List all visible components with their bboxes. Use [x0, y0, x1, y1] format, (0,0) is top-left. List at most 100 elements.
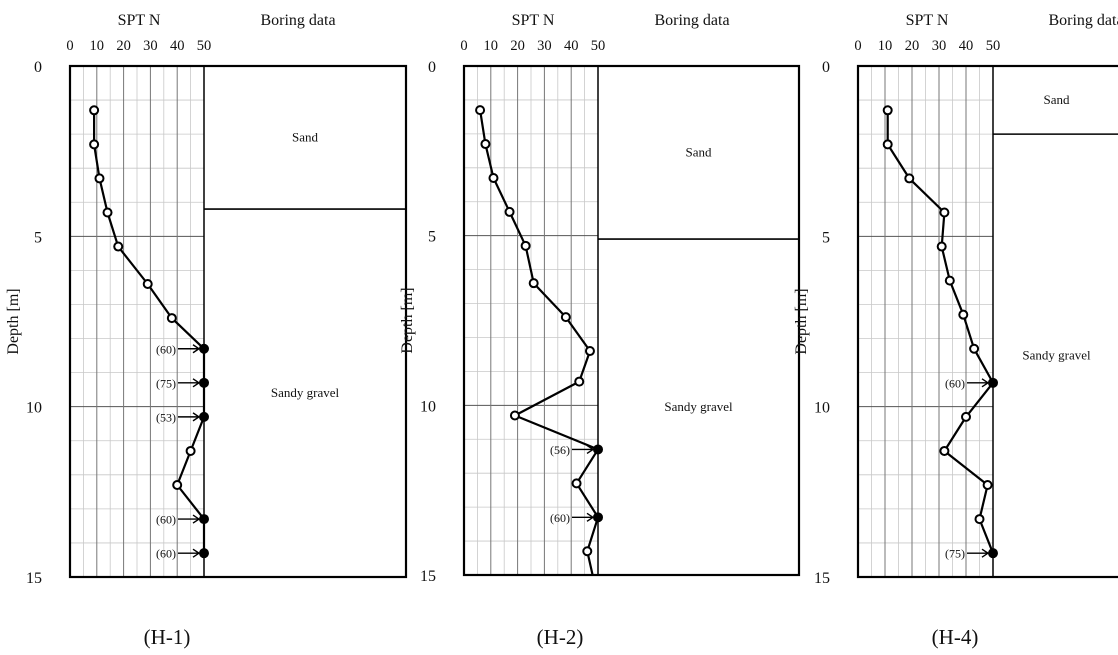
spt-point-open	[969, 343, 980, 354]
x-tick-label: 40	[564, 38, 579, 54]
y-tick-label: 10	[26, 400, 42, 417]
y-axis-title: Depth [m]	[399, 287, 416, 353]
spt-series-line	[886, 110, 995, 554]
spt-point-open	[475, 105, 486, 116]
header-boring-data: Boring data	[260, 12, 335, 29]
spt-point-open	[939, 445, 950, 456]
spt-point-open	[571, 478, 582, 489]
x-tick-label: 0	[460, 38, 467, 54]
y-tick-label: 0	[822, 59, 830, 76]
spt-point-open	[574, 376, 585, 387]
spt-point-open	[480, 139, 491, 150]
panel-frame	[856, 64, 1118, 579]
header-spt-n: SPT N	[512, 12, 555, 29]
header-boring-data: Boring data	[654, 12, 729, 29]
spt-point-filled	[988, 548, 998, 559]
refusal-label: (60)	[156, 513, 176, 527]
header-spt-n: SPT N	[118, 12, 161, 29]
spt-point-open	[113, 241, 124, 252]
header-spt-n: SPT N	[906, 12, 949, 29]
layer-label: Sand	[686, 145, 713, 160]
spt-point-open	[882, 105, 893, 116]
y-tick-label: 5	[34, 229, 42, 246]
x-tick-label: 30	[143, 38, 158, 54]
panel-frame	[462, 64, 801, 577]
spt-point-open	[185, 445, 196, 456]
spt-point-open	[102, 207, 113, 218]
spt-point-filled	[199, 411, 209, 422]
x-tick-label: 10	[878, 38, 893, 54]
spt-point-open	[982, 480, 993, 491]
spt-point-open	[582, 546, 593, 557]
x-tick-label: 30	[537, 38, 552, 54]
panel-caption: (H-1)	[144, 625, 191, 649]
y-tick-label: 15	[26, 570, 42, 587]
spt-point-open	[89, 105, 100, 116]
layer-label: Sandy gravel	[271, 385, 340, 400]
spt-panel-2: SPT N Boring data 0 10 20 30 40 50 0 5 10 15 Depth […	[399, 12, 801, 649]
spt-point-open	[904, 173, 915, 184]
refusal-label: (75)	[945, 547, 965, 561]
spt-series-line	[93, 110, 206, 554]
spt-panel-1: SPT N Boring data 0 10 20 30 40 50 0 5 10 15 Depth […	[5, 12, 408, 649]
x-tick-label: 20	[905, 38, 920, 54]
y-tick-label: 10	[814, 400, 830, 417]
refusal-label: (56)	[550, 443, 570, 457]
spt-point-open	[166, 313, 177, 324]
spt-point-open	[504, 206, 515, 217]
x-tick-label: 50	[197, 38, 212, 54]
spt-point-open	[528, 278, 539, 289]
refusal-label: (60)	[945, 376, 965, 390]
panel-caption: (H-2)	[537, 625, 584, 649]
refusal-label: (53)	[156, 410, 176, 424]
spt-point-open	[882, 139, 893, 150]
spt-point-open	[520, 240, 531, 251]
spt-point-open	[172, 480, 183, 491]
spt-point-filled	[593, 444, 603, 455]
refusal-label: (60)	[156, 342, 176, 356]
y-tick-label: 10	[420, 398, 436, 415]
x-tick-label: 10	[484, 38, 499, 54]
spt-point-open	[89, 139, 100, 150]
x-tick-label: 40	[959, 38, 974, 54]
panel-caption: (H-4)	[932, 625, 979, 649]
spt-point-filled	[199, 548, 209, 559]
spt-point-filled	[593, 512, 603, 523]
y-tick-label: 5	[428, 229, 436, 246]
x-tick-label: 0	[66, 38, 73, 54]
spt-point-open	[488, 172, 499, 183]
spt-point-open	[142, 279, 153, 290]
panel-frame	[68, 64, 408, 579]
y-axis-title: Depth [m]	[793, 288, 810, 354]
layer-label: Sand	[1044, 92, 1071, 107]
spt-panel-3: SPT N Boring data 0 10 20 30 40 50 0 5 10 15 Depth […	[793, 12, 1118, 649]
spt-point-filled	[199, 343, 209, 354]
spt-point-open	[560, 312, 571, 323]
refusal-label: (60)	[156, 547, 176, 561]
x-tick-label: 20	[510, 38, 525, 54]
y-tick-label: 5	[822, 229, 830, 246]
spt-point-filled	[199, 514, 209, 525]
y-tick-label: 0	[34, 59, 42, 76]
refusal-label: (75)	[156, 376, 176, 390]
spt-point-open	[961, 411, 971, 422]
spt-point-open	[509, 410, 520, 421]
spt-point-open	[94, 173, 105, 184]
y-tick-label: 0	[428, 59, 436, 76]
x-tick-label: 10	[90, 38, 105, 54]
y-tick-label: 15	[420, 568, 436, 585]
spt-point-open	[584, 346, 595, 357]
y-axis-title: Depth [m]	[5, 288, 22, 354]
spt-point-open	[974, 514, 985, 525]
spt-point-open	[958, 309, 969, 320]
y-tick-label: 15	[814, 570, 830, 587]
x-tick-label: 50	[986, 38, 1001, 54]
spt-point-filled	[988, 377, 998, 388]
x-tick-label: 30	[932, 38, 947, 54]
refusal-label: (60)	[550, 511, 570, 525]
layer-label: Sandy gravel	[1022, 348, 1091, 363]
spt-point-open	[944, 275, 955, 286]
x-tick-label: 0	[854, 38, 861, 54]
x-tick-label: 20	[116, 38, 131, 54]
